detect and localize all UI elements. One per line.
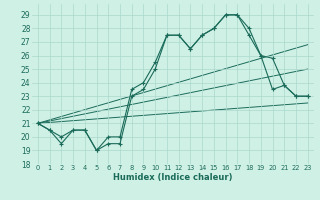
X-axis label: Humidex (Indice chaleur): Humidex (Indice chaleur) — [113, 173, 233, 182]
